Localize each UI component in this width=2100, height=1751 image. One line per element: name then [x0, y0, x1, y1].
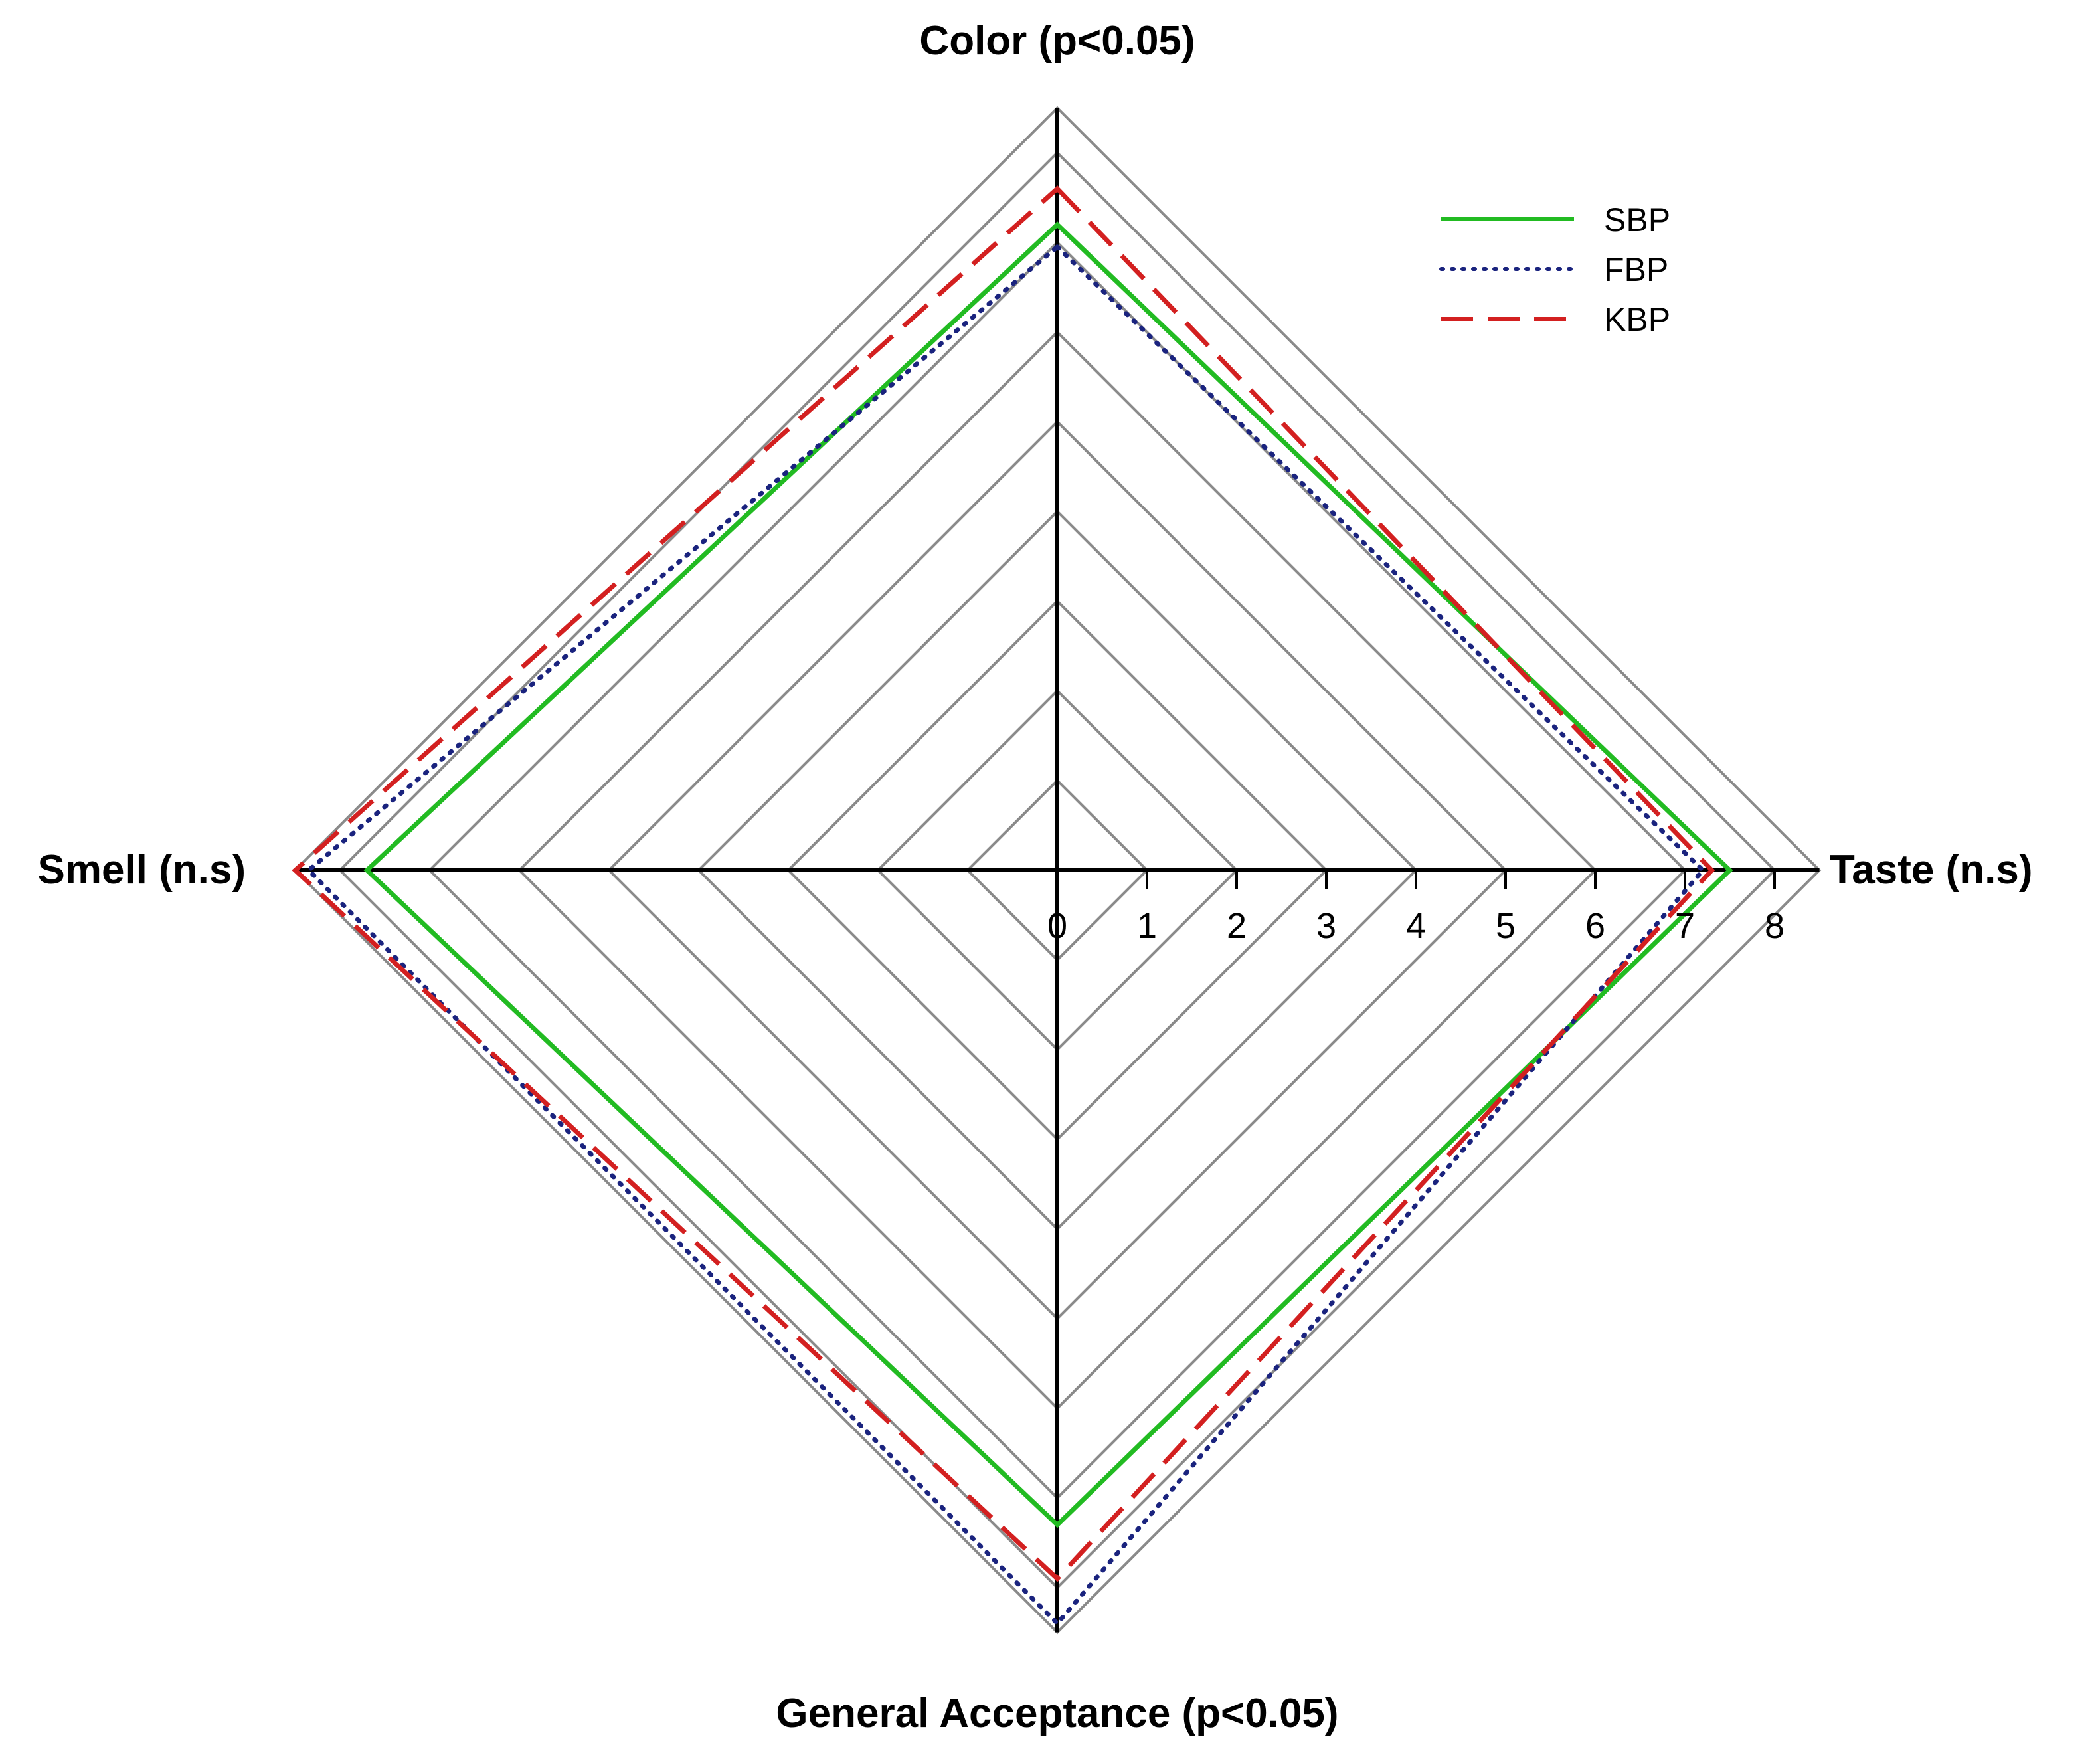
tick-label-0: 0 [1047, 906, 1067, 946]
tick-label-1: 1 [1137, 906, 1157, 946]
tick-label-2: 2 [1227, 906, 1247, 946]
axis-label-taste: Taste (n.s) [1830, 847, 2032, 893]
legend-label-kbp: KBP [1604, 301, 1670, 338]
series-fbp [305, 244, 1706, 1627]
tick-labels: 0 1 2 3 4 5 6 7 8 [1047, 870, 1785, 946]
tick-label-3: 3 [1316, 906, 1336, 946]
axis-label-general-acceptance: General Acceptance (p<0.05) [776, 1691, 1338, 1736]
series-kbp [292, 185, 1715, 1582]
legend-label-sbp: SBP [1604, 201, 1670, 238]
series-layer [292, 185, 1733, 1627]
tick-label-5: 5 [1496, 906, 1516, 946]
tick-label-6: 6 [1585, 906, 1605, 946]
legend-label-fbp: FBP [1604, 251, 1668, 288]
legend: SBP FBP KBP [1439, 201, 1670, 338]
tick-label-7: 7 [1675, 906, 1695, 946]
series-sbp [363, 221, 1733, 1528]
axis-label-color: Color (p<0.05) [919, 18, 1195, 64]
tick-label-4: 4 [1406, 906, 1426, 946]
axis-label-smell: Smell (n.s) [37, 847, 246, 893]
axes-layer [295, 108, 1820, 1633]
tick-label-8: 8 [1765, 906, 1785, 946]
